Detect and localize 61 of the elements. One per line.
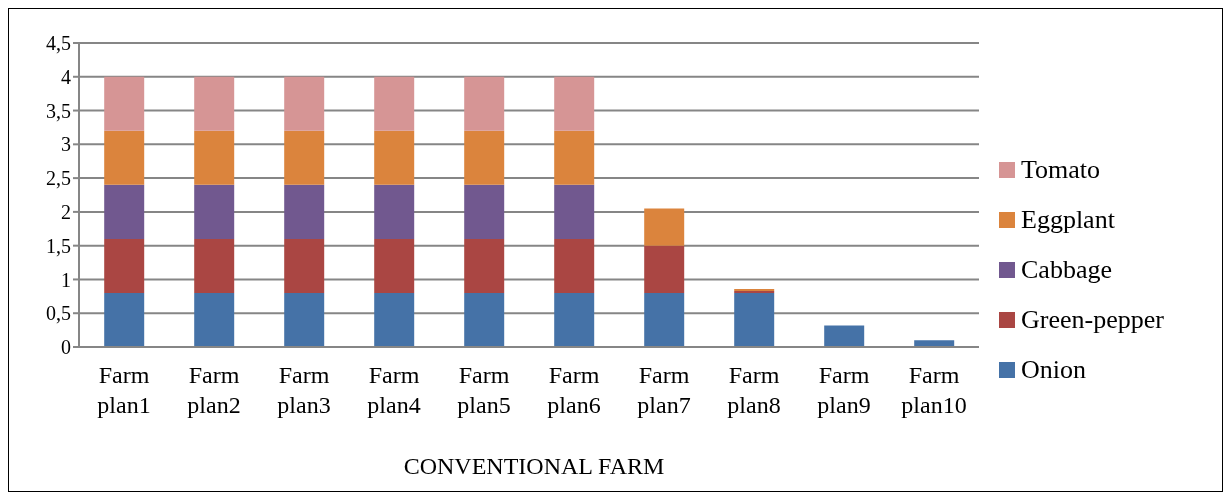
x-tick-label: Farm plan1	[97, 362, 151, 418]
bar	[284, 130, 325, 185]
bar	[464, 238, 505, 293]
bar	[194, 184, 235, 239]
bar	[194, 238, 235, 293]
x-tick-label: Farm plan7	[637, 362, 691, 418]
x-tick-label: Farm plan8	[727, 362, 781, 418]
bar	[824, 325, 865, 347]
bar	[104, 130, 145, 185]
bar	[374, 292, 415, 347]
x-tick-label: Farm plan10	[901, 362, 967, 418]
x-tick-label: Farm plan9	[817, 362, 871, 418]
bar	[104, 184, 145, 239]
y-tick-label: 0,5	[46, 302, 71, 325]
y-tick-label: 2,5	[46, 167, 71, 190]
y-tick-label: 4	[61, 65, 71, 88]
y-tick-label: 0	[61, 336, 71, 359]
legend-label: Onion	[1021, 355, 1086, 385]
bar	[734, 292, 775, 347]
bar	[104, 76, 145, 131]
bar	[554, 130, 595, 185]
bar	[554, 238, 595, 293]
bar	[464, 292, 505, 347]
bar	[284, 238, 325, 293]
bar	[554, 76, 595, 131]
x-tick-label: Farm plan5	[457, 362, 511, 418]
bar	[284, 184, 325, 239]
legend-label: Green-pepper	[1021, 305, 1164, 335]
y-tick-label: 1,5	[46, 234, 71, 257]
legend-label: Cabbage	[1021, 255, 1112, 285]
bar	[464, 184, 505, 239]
bar	[644, 208, 685, 246]
bar	[464, 130, 505, 185]
bar	[374, 238, 415, 293]
bar	[194, 76, 235, 131]
y-tick-label: 1	[61, 268, 71, 291]
x-tick-label: Farm plan6	[547, 362, 601, 418]
bar	[644, 292, 685, 347]
bar	[554, 184, 595, 239]
y-tick-label: 2	[61, 200, 71, 223]
bar	[374, 130, 415, 185]
y-tick-label: 3	[61, 133, 71, 156]
bar	[194, 292, 235, 347]
bar	[194, 130, 235, 185]
x-tick-label: Farm plan3	[277, 362, 331, 418]
x-tick-label: Farm plan4	[367, 362, 421, 418]
bar	[374, 76, 415, 131]
bar	[464, 76, 505, 131]
bar	[554, 292, 595, 347]
legend-label: Eggplant	[1021, 205, 1115, 235]
x-tick-label: Farm plan2	[187, 362, 241, 418]
y-tick-label: 4,5	[46, 32, 71, 55]
legend-label: Tomato	[1021, 155, 1101, 185]
bar	[644, 245, 685, 293]
bar	[374, 184, 415, 239]
bar	[284, 76, 325, 131]
y-tick-label: 3,5	[46, 99, 71, 122]
bar	[104, 238, 145, 293]
bar	[284, 292, 325, 347]
bar	[104, 292, 145, 347]
x-axis-title: CONVENTIONAL FARM	[402, 453, 666, 480]
